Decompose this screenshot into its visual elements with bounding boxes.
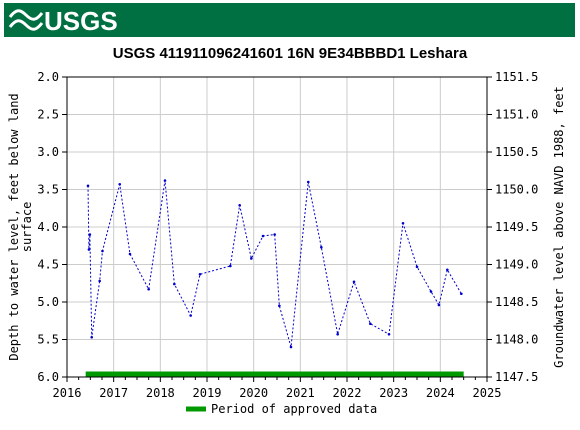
data-point	[352, 280, 356, 284]
x-axis-ticks: 2016 2017 2018 2019 2020 2021 2022 2023 2024 2025	[53, 377, 502, 400]
data-point	[98, 279, 101, 283]
data-point	[460, 292, 463, 296]
right-y-tick-label: 1150.5	[495, 145, 538, 159]
right-y-tick-label: 1148.5	[495, 295, 538, 309]
left-y-tick-label: 5.5	[37, 333, 59, 347]
data-point	[415, 265, 419, 269]
data-point	[387, 332, 391, 336]
data-point	[320, 245, 323, 249]
right-y-tick-label: 1151.5	[495, 70, 538, 84]
x-tick-label: 2025	[473, 386, 502, 400]
left-y-tick-label: 3.0	[37, 145, 59, 159]
data-point	[437, 303, 441, 307]
data-point	[369, 322, 372, 326]
grid	[66, 76, 488, 378]
left-y-axis-ticks: 2.0 2.5 3.0 3.5 4.0 4.5 5.0 5.5 6.0	[37, 70, 67, 384]
right-y-tick-label: 1149.0	[495, 258, 538, 272]
right-y-tick-label: 1148.0	[495, 333, 538, 347]
data-point	[147, 287, 150, 291]
left-y-tick-label: 5.0	[37, 295, 59, 309]
left-y-tick-label: 2.0	[37, 70, 59, 84]
data-point	[229, 264, 232, 268]
legend-label: Period of approved data	[211, 402, 377, 416]
x-tick-label: 2023	[379, 386, 408, 400]
left-y-tick-label: 6.0	[37, 370, 59, 384]
usgs-header-bar: USGS	[4, 3, 575, 37]
data-point	[261, 234, 265, 238]
right-y-tick-label: 1150.0	[495, 183, 538, 197]
x-tick-label: 2022	[333, 386, 362, 400]
chart-title: USGS 411911096241601 16N 9E34BBBD1 Lesha…	[113, 45, 468, 62]
data-point	[289, 345, 293, 349]
series-line	[87, 180, 462, 348]
data-point	[278, 304, 281, 308]
data-point	[87, 248, 91, 251]
data-point	[90, 335, 94, 339]
x-tick-label: 2018	[146, 386, 175, 400]
data-point	[198, 272, 202, 276]
data-point	[86, 184, 90, 188]
data-point	[238, 203, 241, 207]
x-tick-label: 2016	[53, 386, 82, 400]
left-y-tick-label: 4.5	[37, 258, 59, 272]
right-y-tick-label: 1147.5	[495, 370, 538, 384]
right-y-axis-ticks: 1151.5 1151.0 1150.5 1150.0 1149.5 1149.0 1148…	[487, 70, 538, 384]
left-axis-label-line1: Depth to water level, feet below land	[7, 93, 21, 360]
data-point	[273, 233, 276, 236]
data-points	[86, 179, 463, 349]
x-tick-label: 2024	[426, 386, 455, 400]
x-tick-label: 2020	[239, 386, 268, 400]
left-axis-label-line2: surface	[20, 202, 34, 253]
usgs-logo: USGS	[8, 6, 118, 35]
data-point	[118, 182, 122, 186]
left-y-tick-label: 4.0	[37, 220, 59, 234]
data-point	[88, 233, 92, 236]
data-point	[401, 221, 405, 225]
x-tick-label: 2019	[193, 386, 222, 400]
left-y-tick-label: 2.5	[37, 108, 59, 122]
right-y-tick-label: 1149.5	[495, 220, 538, 234]
data-point	[336, 332, 339, 336]
x-tick-label: 2021	[286, 386, 315, 400]
x-tick-label: 2017	[99, 386, 128, 400]
data-point	[446, 268, 449, 272]
right-axis-label: Groundwater level above NAVD 1988, feet	[552, 86, 566, 368]
data-point	[101, 249, 104, 253]
right-y-tick-label: 1151.0	[495, 108, 538, 122]
data-point	[173, 282, 176, 286]
left-y-tick-label: 3.5	[37, 183, 59, 197]
data-point	[250, 257, 253, 260]
data-point	[128, 252, 132, 256]
data-point	[306, 180, 310, 184]
data-point	[163, 179, 167, 182]
data-point	[429, 290, 433, 293]
data-point	[189, 314, 192, 317]
usgs-logo-text: USGS	[44, 6, 118, 35]
